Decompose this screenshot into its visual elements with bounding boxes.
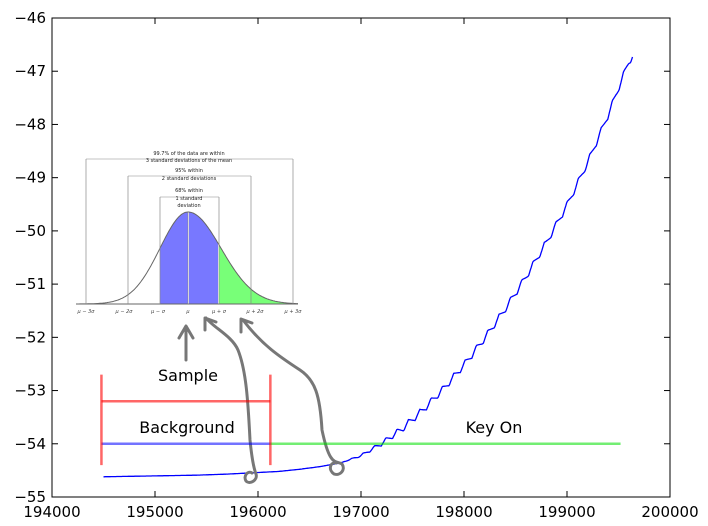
y-tick-label: −53 [14,382,46,400]
hand-drawn-arrows [177,316,345,484]
key-on-label: Key On [466,418,523,437]
inset-bell-curve [76,211,298,305]
x-tick-label: 197000 [332,503,389,521]
y-tick-label: −50 [14,222,46,240]
inset-arrows [86,158,293,198]
inset-tick-label: μ + 2σ [246,309,265,315]
inset-label-95a: 95% within [175,168,203,174]
x-tick-label: 200000 [641,503,698,521]
normal-distribution-inset: 99.7% of the data are within 3 standard … [76,151,302,315]
inset-label-68b: 1 standard [176,196,203,202]
y-tick-label: −48 [14,115,46,133]
x-tick-label: 195000 [126,503,183,521]
inset-header-2: 3 standard deviations of the mean [146,158,232,164]
inset-tick-label: μ − 2σ [115,309,134,315]
inset-tick-label: μ − 3σ [77,309,96,315]
inset-header: 99.7% of the data are within [153,151,224,157]
inset-label-95b: 2 standard deviations [162,176,217,182]
inset-upper-tail-fill [219,244,298,304]
inset-label-68a: 68% within [175,188,203,194]
y-tick-label: −52 [14,328,46,346]
annotation-layer [100,374,621,466]
x-tick-label: 196000 [229,503,286,521]
inset-tick-label: μ − σ [150,309,166,315]
ticks-layer: 194000 195000 196000 197000 198000 199000 2000… [14,9,698,521]
y-tick-label: −49 [14,169,46,187]
y-tick-label: −55 [14,488,46,506]
series-line [103,56,634,478]
background-label: Background [139,418,234,437]
sample-arrow [177,324,195,362]
inset-tick-label: μ + σ [211,309,227,315]
y-tick-label: −46 [14,9,46,27]
y-tick-label: −47 [14,62,46,80]
x-tick-label: 194000 [23,503,80,521]
inset-tick-label: μ + 3σ [284,309,303,315]
x-tick-label: 198000 [435,503,492,521]
inset-sigma-left-fill [160,212,188,304]
x-tick-label: 199000 [538,503,595,521]
y-tick-label: −54 [14,435,46,453]
inset-label-68c: deviation [177,203,200,209]
background-arrow [203,316,258,484]
inset-sigma-mid-fill [189,212,218,304]
inset-tick-label: μ [185,309,189,315]
plot-frame [51,17,671,498]
sample-label: Sample [158,366,218,385]
inset-sigma-lines [85,159,294,304]
y-tick-label: −51 [14,275,46,293]
inset-tick-labels: μ − 3σ μ − 2σ μ − σ μ μ + σ μ + 2σ μ + 3σ [77,309,303,315]
key-on-arrow [239,317,345,476]
series-layer [103,56,634,478]
